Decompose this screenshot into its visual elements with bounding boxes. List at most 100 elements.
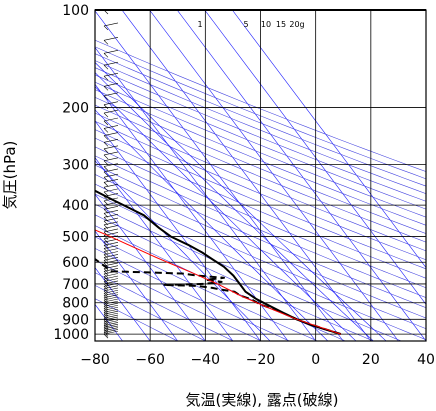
wind-barb-flag — [103, 295, 109, 300]
wind-barb-flag — [103, 260, 109, 265]
wind-barb-staff — [103, 22, 119, 27]
y-tick-label: 400 — [62, 198, 89, 214]
x-tick-label: −40 — [191, 352, 221, 368]
wind-barb-flag — [103, 319, 109, 325]
wind-barb-flag — [103, 209, 109, 214]
wind-barb-staff — [103, 329, 119, 333]
wind-barb-flag — [103, 182, 109, 187]
wind-barb-staff — [103, 201, 119, 206]
parcel-line — [95, 229, 341, 335]
wind-barb-flag — [103, 224, 109, 230]
wind-barb-flag — [103, 315, 109, 321]
dry-adiabat-line — [95, 46, 426, 180]
wind-barb-flag — [103, 313, 109, 319]
wind-barb-flag — [103, 308, 109, 313]
wind-barb-flag — [103, 326, 109, 332]
wind-barb-flag — [103, 10, 109, 15]
wind-barb-staff — [103, 83, 119, 87]
wind-barb-staff — [103, 213, 119, 218]
y-tick-label: 200 — [62, 101, 89, 117]
isotherm-line — [95, 47, 316, 341]
isotherm-line — [149, 10, 399, 341]
wind-barb-staff — [103, 316, 119, 321]
wind-barb-staff — [103, 287, 119, 292]
y-tick-label: 700 — [62, 277, 89, 293]
wind-barb-staff — [103, 283, 119, 287]
wind-barb-staff — [103, 217, 119, 222]
wind-barb-flag — [103, 186, 109, 192]
mixing-ratio-label: 5 — [243, 20, 248, 29]
wind-barb-flag — [103, 290, 109, 296]
wind-barb-staff — [103, 323, 119, 328]
wind-barb-flag — [103, 288, 109, 293]
wind-barb-flag — [103, 171, 109, 177]
x-tick-label: −60 — [135, 352, 165, 368]
wind-barb-flag — [103, 75, 109, 81]
wind-barb-staff — [103, 298, 119, 303]
y-tick-label: 900 — [62, 312, 89, 328]
wind-barb-staff — [103, 132, 119, 136]
wind-barb-staff — [103, 325, 119, 330]
wind-barb-staff — [103, 183, 119, 188]
wind-barb-flag — [103, 204, 109, 210]
wind-barb-flag — [103, 332, 109, 337]
isotherm-line — [176, 10, 426, 341]
wind-barb-staff — [103, 302, 119, 307]
wind-barb-flag — [103, 148, 109, 153]
wind-barb-flag — [103, 53, 109, 58]
wind-barb-staff — [103, 109, 119, 114]
wind-barb-staff — [103, 163, 119, 167]
dry-adiabat-line — [95, 74, 426, 210]
wind-barb-staff — [103, 248, 119, 252]
wind-barb-flag — [103, 323, 109, 328]
wind-barb-flag — [103, 273, 109, 279]
wind-barb-staff — [103, 292, 119, 296]
wind-barb-staff — [103, 310, 119, 315]
wind-barb-flag — [103, 281, 109, 286]
dry-adiabat-line — [95, 60, 426, 195]
wind-barb-staff — [103, 300, 119, 305]
wind-barb-flag — [103, 330, 109, 335]
wind-barb-flag — [103, 297, 109, 302]
isotherm-line — [95, 230, 178, 341]
dry-adiabat-line — [95, 53, 426, 187]
wind-barb-flag — [103, 200, 109, 206]
wind-barb-flag — [103, 128, 109, 133]
mixing-ratio-label: 1 — [197, 20, 202, 29]
profile-series — [95, 189, 342, 336]
wind-barb-staff — [103, 206, 119, 210]
dry-adiabat-line — [95, 298, 178, 341]
wind-barb-staff — [103, 125, 119, 129]
wind-barb-staff — [103, 318, 119, 323]
isotherm-line — [204, 10, 426, 305]
dry-adiabat-line — [95, 120, 426, 261]
x-tick-label: 40 — [417, 352, 435, 368]
wind-barb-staff — [103, 178, 119, 183]
wind-barb-staff — [103, 322, 119, 326]
y-tick-label: 1000 — [53, 327, 89, 343]
wind-barb-flag — [103, 135, 109, 140]
wind-barb-flag — [103, 235, 109, 240]
wind-barb-flag — [103, 220, 109, 226]
wind-barb-flag — [103, 254, 109, 259]
dry-adiabat-line — [95, 214, 374, 341]
wind-barb-flag — [103, 317, 109, 323]
wind-barb-flag — [103, 271, 109, 276]
wind-barb-staff — [103, 157, 119, 162]
wind-barb-flag — [103, 160, 109, 166]
wind-barb-staff — [103, 285, 119, 289]
wind-barb-staff — [103, 168, 119, 173]
wind-barb-staff — [103, 36, 119, 41]
isotherm-line — [95, 267, 151, 341]
wind-barb-flag — [103, 257, 109, 262]
mixing-ratio-line — [95, 72, 374, 341]
wind-barb-flag — [103, 248, 109, 253]
wind-barb-staff — [103, 314, 119, 319]
wind-barb-staff — [103, 101, 119, 106]
wind-barb-staff — [103, 221, 119, 226]
wind-barb-flag — [103, 245, 109, 250]
dry-adiabat-line — [95, 129, 426, 270]
wind-barb-flag — [103, 325, 109, 330]
